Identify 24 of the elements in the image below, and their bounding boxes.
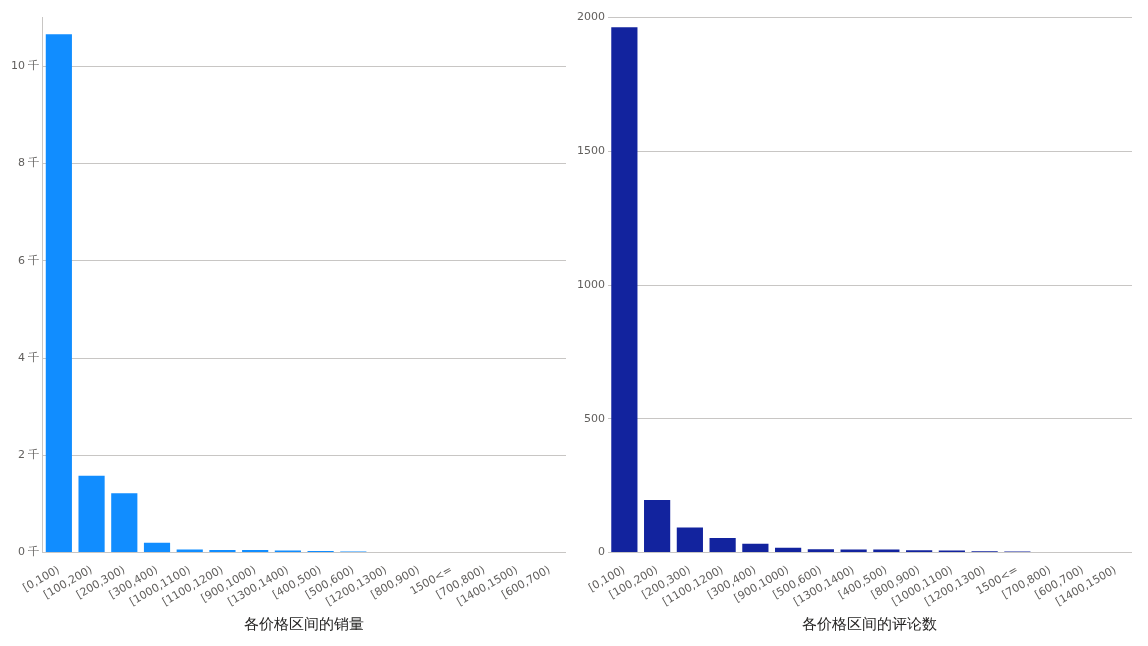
bar — [742, 543, 769, 553]
bar — [111, 493, 138, 553]
y-tick-label: 8 千 — [17, 156, 40, 170]
y-tick-label: 0 — [597, 545, 605, 559]
y-tick-label: 2000 — [576, 10, 605, 24]
y-tick-label: 6 千 — [17, 253, 40, 267]
y-tick-label: 0 千 — [17, 545, 40, 559]
x-axis-title: 各价格区间的评论数 — [802, 614, 938, 633]
y-tick-label: 1000 — [576, 277, 605, 291]
bar — [611, 27, 638, 553]
bar — [676, 527, 703, 553]
bar — [775, 547, 802, 553]
bar — [709, 538, 736, 553]
y-tick-label: 2 千 — [17, 448, 40, 462]
bar — [807, 549, 834, 553]
bar — [78, 475, 105, 553]
y-tick-label: 1500 — [576, 144, 605, 158]
x-axis-title: 各价格区间的销量 — [244, 614, 365, 633]
bar — [45, 34, 72, 553]
y-tick-label: 4 千 — [17, 350, 40, 364]
y-tick-label: 500 — [583, 411, 605, 425]
bar — [143, 542, 171, 553]
y-tick-label: 10 千 — [10, 59, 40, 73]
bar — [644, 500, 671, 553]
